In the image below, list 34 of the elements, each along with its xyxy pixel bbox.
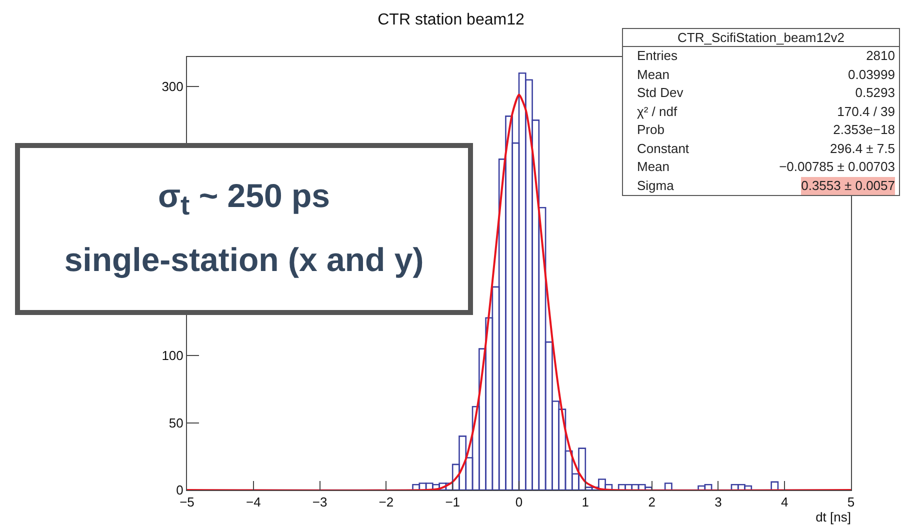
annotation: Constant [637, 140, 690, 158]
annotation: 2.353e−18 [833, 121, 895, 139]
annotation: Entries [637, 47, 678, 65]
annotation: −0.00785 ± 0.00703 [779, 158, 895, 176]
x-axis-title: dt [ns] [816, 510, 851, 525]
x-tick-label: 3 [714, 494, 722, 510]
annotation: σ$_{t}$ ~ 250 ps [156, 176, 332, 223]
x-tick-label: 1 [582, 494, 590, 510]
annotation: Prob [637, 121, 664, 139]
annotation: 170.4 / 39 [837, 102, 895, 120]
annotation: 0.03999 [848, 66, 895, 84]
text: CTR_ScifiStation_beam12v2 [623, 29, 899, 47]
annotation: single-station (x and y) [63, 240, 425, 280]
x-tick-label: −4 [246, 494, 261, 510]
chart-title: CTR station beam12 [378, 11, 524, 28]
x-tick-label: −3 [312, 494, 328, 510]
x-tick-label: 0 [515, 494, 523, 510]
annotation: Std Dev [637, 84, 684, 102]
annotation: Mean [637, 66, 670, 84]
text: 0.5293 [855, 84, 895, 102]
text: 2810 [866, 47, 895, 65]
annotation: Mean [637, 158, 670, 176]
annotation: χ² / ndf [637, 102, 678, 121]
x-tick-label: 2 [648, 494, 656, 510]
annotation: 0.3553 ± 0.0057 [801, 176, 895, 195]
annotation: 296.4 ± 7.5 [830, 140, 895, 158]
x-tick-label: 5 [847, 494, 855, 510]
x-tick-label: 4 [780, 494, 788, 510]
annotation: Sigma [637, 176, 674, 195]
x-tick-label: −2 [378, 494, 394, 510]
y-tick-label: 100 [162, 348, 184, 364]
y-tick-label: 50 [168, 415, 184, 430]
x-tick-label: −1 [445, 494, 460, 510]
y-tick-label: 300 [162, 79, 184, 94]
